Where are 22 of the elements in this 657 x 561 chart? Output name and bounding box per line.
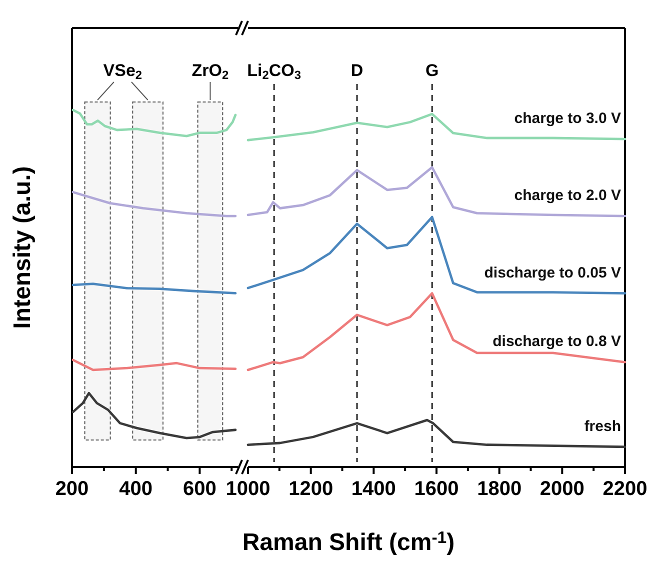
series-label: fresh <box>584 418 621 435</box>
ref-line-label: Li$_{2}$CO$_{3}$ <box>247 61 302 82</box>
band-label: VSe$_{2}$ <box>103 61 142 82</box>
y-axis-title: Intensity (a.u.) <box>9 166 36 329</box>
series-label: discharge to 0.8 V <box>492 333 621 350</box>
x-tick-label: 600 <box>183 478 216 500</box>
x-tick-label: 200 <box>55 478 89 500</box>
series-label: charge to 3.0 V <box>514 110 621 128</box>
band-label: ZrO$_{2}$ <box>192 61 230 82</box>
x-tick-label: 1600 <box>414 478 459 500</box>
ref-line-label: D <box>350 61 364 80</box>
x-tick-label: 1200 <box>288 478 334 500</box>
x-axis-title: Raman Shift (cm$^{-1}$) <box>242 528 455 556</box>
x-tick-label: 2000 <box>540 478 584 500</box>
series-label: charge to 2.0 V <box>514 187 621 204</box>
series-label: discharge to 0.05 V <box>484 264 621 282</box>
x-tick-label: 1800 <box>477 478 522 500</box>
x-tick-label: 1000 <box>226 478 270 500</box>
ref-line-label: G <box>425 61 439 80</box>
x-tick-label: 400 <box>119 478 153 500</box>
x-tick-label: 1400 <box>351 478 396 500</box>
x-tick-label: 2200 <box>602 478 648 500</box>
